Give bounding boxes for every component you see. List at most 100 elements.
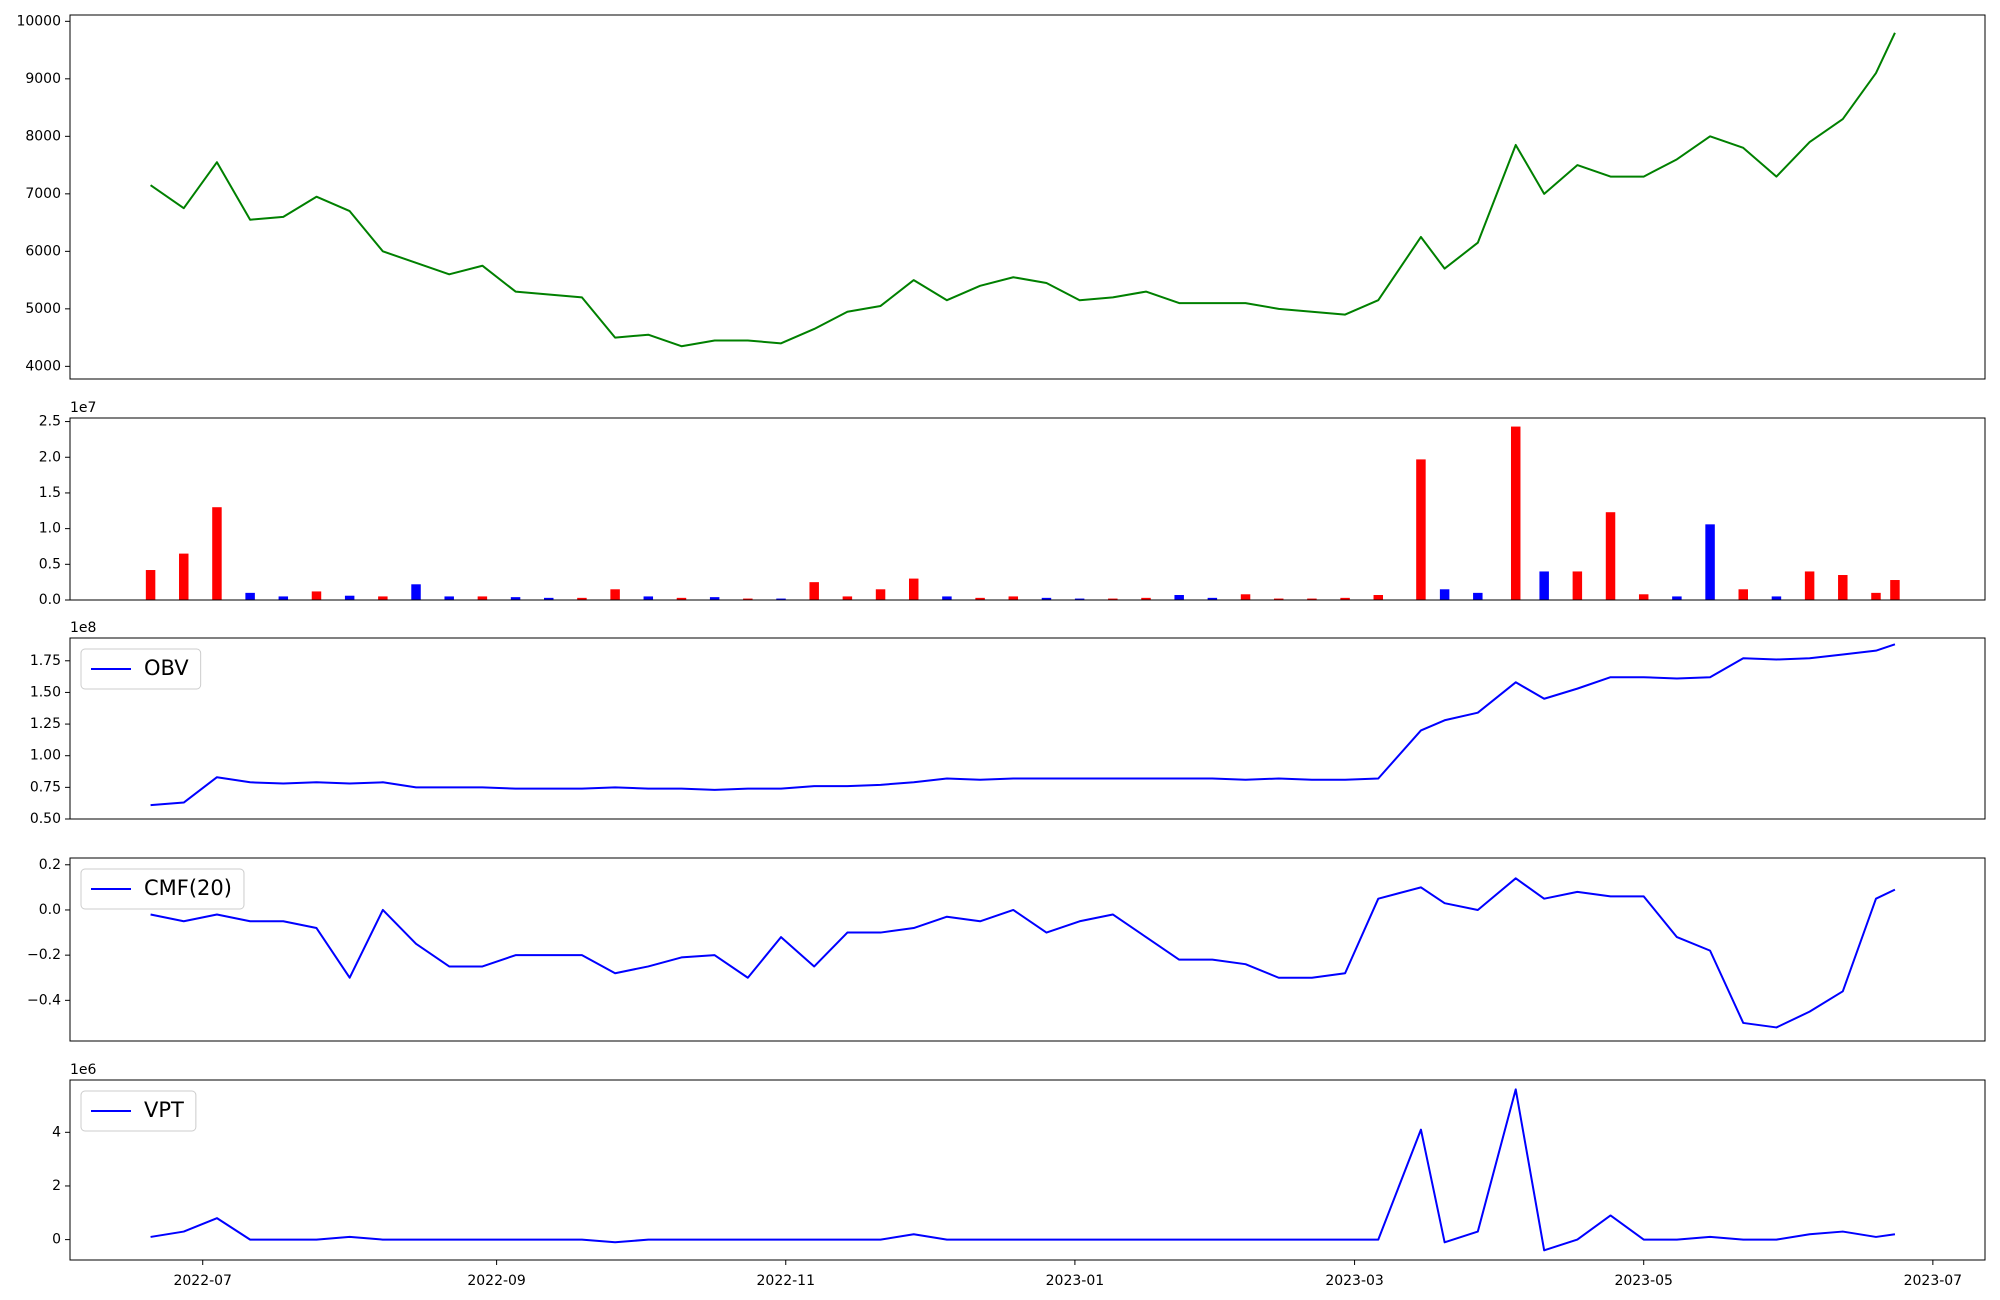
x-tick-label: 2023-05	[1614, 1273, 1673, 1289]
bar	[1510, 426, 1521, 600]
bar	[1340, 597, 1350, 600]
y-tick-label: 0.75	[30, 779, 61, 795]
y-tick-label: 10000	[16, 13, 61, 29]
bar	[477, 596, 488, 600]
y-tick-label: 2.5	[39, 414, 61, 430]
bar	[145, 570, 156, 600]
bar	[1473, 592, 1483, 600]
bar	[1041, 597, 1052, 600]
offset-label: 1e6	[70, 1062, 97, 1078]
bar	[411, 584, 421, 600]
legend-box	[80, 648, 202, 690]
offset-label: 1e7	[70, 400, 96, 416]
bar	[1108, 598, 1118, 600]
y-tick-label: 0.0	[39, 902, 61, 918]
bar	[1572, 571, 1583, 600]
bar	[577, 597, 587, 600]
legend-label: OBV	[144, 656, 189, 680]
x-tick-label: 2022-07	[173, 1273, 232, 1289]
axes-frame	[69, 14, 1986, 380]
y-tick-label: 2.0	[39, 449, 61, 465]
axes-frame	[69, 857, 1986, 1042]
bar	[1539, 571, 1549, 600]
axes-frame	[69, 637, 1986, 820]
bar	[212, 507, 222, 600]
series-line	[150, 1088, 1896, 1252]
bar	[643, 596, 654, 600]
bar	[809, 582, 819, 600]
bar	[676, 597, 687, 600]
axes-frame	[69, 1079, 1986, 1261]
bar	[378, 596, 388, 600]
bar	[344, 595, 355, 600]
bar	[1373, 595, 1384, 600]
bar	[975, 597, 985, 600]
y-tick-label: 1.25	[30, 716, 61, 732]
y-tick-label: 1.5	[39, 485, 61, 501]
bar	[842, 596, 853, 600]
y-tick-label: 1.00	[30, 748, 61, 764]
bar	[1273, 598, 1284, 600]
bar	[908, 578, 919, 600]
axes-frame	[69, 417, 1986, 601]
legend-label: CMF(20)	[144, 876, 232, 900]
legend-box	[80, 868, 245, 910]
series-line	[150, 877, 1896, 1029]
bar	[1705, 524, 1715, 600]
bar	[1240, 594, 1251, 600]
bar	[1439, 589, 1450, 600]
bar	[1074, 598, 1085, 600]
y-tick-label: 0.0	[39, 592, 61, 608]
bar	[179, 553, 189, 600]
y-tick-label: 1.75	[30, 653, 61, 669]
bar	[1605, 512, 1616, 600]
series-line	[150, 32, 1896, 348]
bar	[1307, 598, 1317, 600]
bar	[1838, 575, 1848, 600]
bar	[1174, 595, 1184, 600]
bar	[444, 596, 454, 600]
legend-label: VPT	[144, 1098, 184, 1122]
y-tick-label: 0.2	[39, 857, 61, 873]
bar	[1804, 571, 1815, 600]
offset-label: 1e8	[70, 620, 96, 636]
legend-box	[80, 1090, 197, 1132]
bar	[1871, 592, 1881, 600]
bar	[610, 589, 620, 600]
x-tick-label: 2022-09	[467, 1273, 526, 1289]
bar	[776, 598, 786, 600]
bar	[743, 598, 753, 600]
y-tick-label: 0.50	[30, 811, 61, 827]
y-tick-label: 2	[52, 1178, 61, 1194]
x-tick-label: 2023-07	[1904, 1273, 1963, 1289]
bar	[1207, 597, 1218, 600]
y-tick-label: 0	[52, 1232, 61, 1248]
y-tick-label: 1.0	[39, 521, 61, 537]
bar	[1738, 589, 1748, 600]
y-tick-label: −0.4	[27, 992, 61, 1008]
bar	[1672, 596, 1682, 600]
bar	[1141, 597, 1151, 600]
y-tick-label: 6000	[25, 243, 61, 259]
y-tick-label: 4000	[25, 358, 61, 374]
bar	[1771, 596, 1782, 600]
bar	[1638, 594, 1649, 600]
x-tick-label: 2023-01	[1046, 1273, 1105, 1289]
x-tick-label: 2022-11	[757, 1273, 816, 1289]
y-tick-label: 7000	[25, 186, 61, 202]
y-tick-label: −0.2	[27, 947, 61, 963]
legend: VPT	[80, 1090, 197, 1132]
bar	[245, 592, 255, 600]
bar	[510, 597, 521, 600]
bar	[278, 596, 289, 600]
y-tick-label: 5000	[25, 301, 61, 317]
bar	[709, 597, 720, 600]
bar	[311, 591, 322, 600]
bar	[1890, 580, 1900, 600]
y-tick-label: 8000	[25, 128, 61, 144]
y-tick-label: 0.5	[39, 556, 61, 572]
series-line	[150, 643, 1896, 807]
bar	[1416, 459, 1426, 600]
bar	[544, 597, 554, 600]
